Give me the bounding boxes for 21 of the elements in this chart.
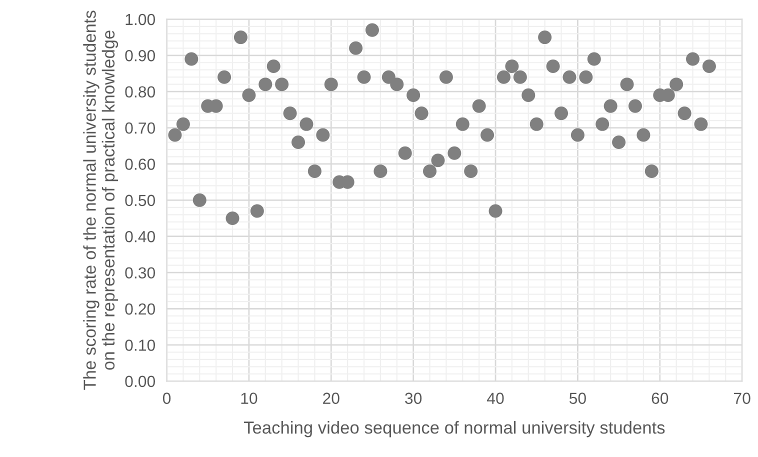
y-tick-label: 0.00 — [125, 376, 156, 388]
y-axis-title: The scoring rate of the normal university students on the representation of practical knowledge — [83, 10, 118, 390]
y-tick-label: 0.80 — [125, 86, 156, 98]
x-tick-label: 30 — [405, 392, 422, 404]
x-tick-label: 10 — [241, 392, 258, 404]
x-tick-label: 20 — [323, 392, 340, 404]
x-axis-title: Teaching video sequence of normal university students — [244, 421, 665, 438]
y-tick-label: 0.90 — [125, 50, 156, 62]
x-tick-label: 40 — [487, 392, 504, 404]
y-tick-label: 1.00 — [126, 14, 156, 26]
y-tick-label: 0.20 — [125, 303, 156, 315]
x-tick-label: 60 — [652, 392, 668, 404]
x-tick-label: 50 — [569, 392, 586, 404]
y-tick-label: 0.40 — [125, 230, 156, 242]
x-tick-label: 0 — [162, 392, 171, 404]
y-tick-label: 0.70 — [125, 122, 156, 134]
x-tick-label: 70 — [734, 392, 750, 404]
y-tick-label: 0.30 — [125, 267, 156, 278]
y-tick-label: 0.60 — [125, 158, 156, 170]
y-tick-label: 0.50 — [125, 194, 156, 206]
y-tick-label: 0.10 — [125, 340, 156, 351]
